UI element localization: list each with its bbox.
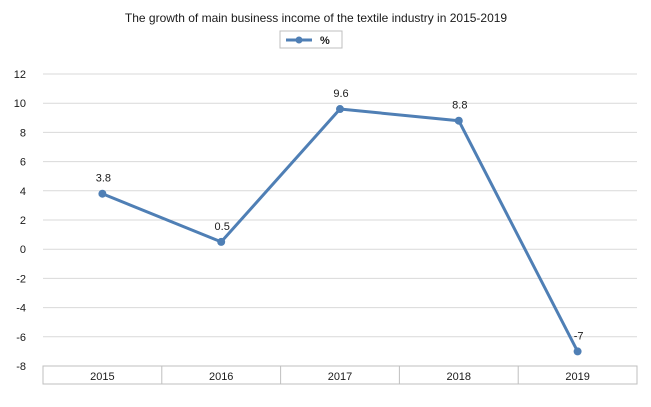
legend-label: % bbox=[320, 35, 330, 47]
data-label: 9.6 bbox=[333, 88, 348, 100]
y-tick-label: 4 bbox=[20, 186, 26, 198]
x-tick-label: 2018 bbox=[447, 371, 471, 383]
y-tick-label: 0 bbox=[20, 244, 26, 256]
x-tick-label: 2017 bbox=[328, 371, 352, 383]
data-point bbox=[336, 105, 344, 114]
x-tick-label: 2015 bbox=[90, 371, 114, 383]
data-point bbox=[573, 347, 582, 356]
x-tick-label: 2019 bbox=[565, 371, 589, 383]
y-tick-label: 12 bbox=[14, 69, 26, 81]
data-label: 0.5 bbox=[215, 221, 230, 233]
y-tick-label: -2 bbox=[16, 273, 26, 285]
data-point bbox=[454, 116, 463, 125]
y-tick-label: 6 bbox=[20, 157, 26, 169]
y-tick-label: 2 bbox=[20, 215, 26, 227]
x-tick-label: 2016 bbox=[209, 371, 233, 383]
y-tick-label: -4 bbox=[16, 303, 26, 315]
legend-marker bbox=[295, 36, 303, 44]
data-label: 8.8 bbox=[452, 100, 467, 112]
y-tick-label: 10 bbox=[14, 98, 26, 110]
series-line bbox=[98, 105, 582, 356]
y-tick-label: -8 bbox=[16, 361, 26, 373]
y-tick-label: -6 bbox=[16, 332, 26, 344]
y-axis: 12 10 8 6 4 2 0 -2 -4 -6 -8 bbox=[14, 69, 26, 373]
legend: % bbox=[279, 30, 343, 49]
y-tick-label: 8 bbox=[20, 127, 26, 139]
chart-title: The growth of main business income of th… bbox=[125, 11, 508, 25]
series-polyline bbox=[101, 107, 579, 353]
data-labels: 3.8 0.5 9.6 8.8 -7 bbox=[96, 88, 584, 342]
grid bbox=[43, 73, 637, 338]
data-label: -7 bbox=[574, 330, 584, 342]
data-label: 3.8 bbox=[96, 173, 111, 185]
x-axis: 2015 2016 2017 2018 2019 bbox=[42, 365, 638, 385]
data-point bbox=[98, 189, 107, 198]
data-point bbox=[217, 237, 226, 246]
x-axis-box bbox=[42, 365, 638, 385]
